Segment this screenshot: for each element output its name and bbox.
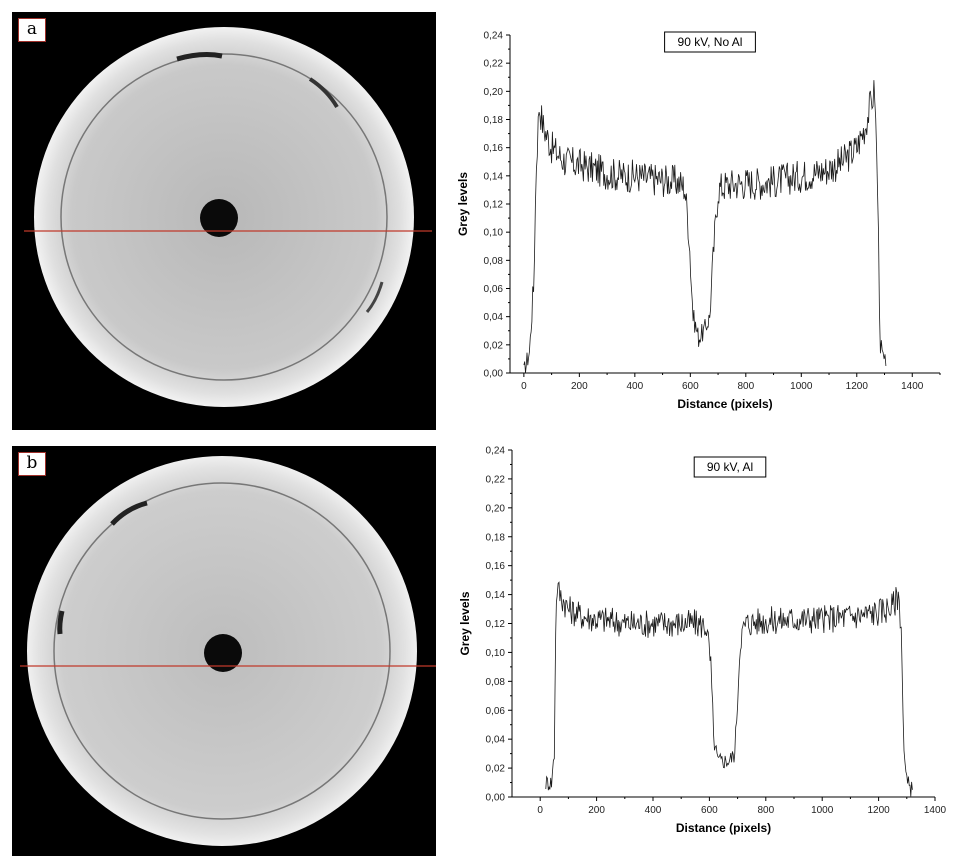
grey-level-trace — [545, 581, 913, 797]
x-tick-label: 1200 — [846, 381, 869, 392]
grey-level-profile-chart-b: 0,00 0,02 0,04 0,06 0,08 0,10 0,12 0,14 0,16 0,18… — [458, 446, 947, 836]
y-tick-label: 0,22 — [484, 59, 504, 70]
y-tick-label: 0,04 — [484, 312, 504, 323]
chart-title-box — [693, 456, 767, 478]
panel-label-b: b — [18, 452, 46, 476]
ct-slice-a — [24, 27, 432, 407]
y-axis-label: Grey levels — [458, 591, 472, 655]
inner-ring — [53, 482, 391, 820]
grey-level-profile-chart-a: 0,00 0,02 0,04 0,06 0,08 0,10 0,12 0,14 0,16 0,18… — [456, 31, 941, 411]
x-tick-label: 1000 — [811, 805, 834, 816]
x-tick-label: 200 — [571, 381, 588, 392]
x-tick-label: 1400 — [924, 805, 947, 816]
x-tick-label: 1400 — [901, 381, 924, 392]
y-tick-label: 0,14 — [484, 171, 504, 182]
y-axis-label: Grey levels — [456, 172, 470, 236]
x-tick-label: 1200 — [867, 805, 890, 816]
y-tick-label: 0,24 — [484, 31, 504, 42]
y-tick-label: 0,02 — [484, 340, 504, 351]
void-artifact — [110, 500, 148, 526]
y-tick-label: 0,06 — [484, 284, 504, 295]
inner-ring — [60, 53, 388, 381]
grey-level-trace — [523, 80, 887, 374]
y-tick-label: 0,20 — [484, 87, 504, 98]
x-tick-label: 800 — [757, 805, 774, 816]
ct-slice-b — [20, 456, 436, 846]
y-tick-label: 0,10 — [484, 228, 504, 239]
y-tick-label: 0,10 — [486, 648, 506, 659]
y-tick-label: 0,02 — [486, 764, 506, 775]
y-tick-label: 0,12 — [484, 200, 504, 211]
x-axis-label: Distance (pixels) — [677, 397, 772, 411]
x-tick-label: 600 — [701, 805, 718, 816]
x-tick-label: 1000 — [790, 381, 813, 392]
ct-image-b: b — [12, 446, 436, 856]
y-tick-label: 0,04 — [486, 735, 506, 746]
y-tick-label: 0,14 — [486, 590, 506, 601]
void-artifact — [57, 610, 65, 635]
x-tick-label: 600 — [682, 381, 699, 392]
chart-title-box — [664, 31, 756, 53]
y-tick-label: 0,00 — [486, 793, 506, 804]
y-tick-label: 0,08 — [484, 256, 504, 267]
chart-title: 90 kV, Al — [707, 460, 753, 474]
central-hole — [200, 199, 238, 237]
x-tick-label: 400 — [626, 381, 643, 392]
x-axis-label: Distance (pixels) — [676, 821, 771, 835]
void-artifact — [308, 77, 339, 109]
x-tick-label: 400 — [645, 805, 662, 816]
void-artifact — [176, 52, 223, 62]
ct-image-a: a — [12, 12, 436, 430]
y-tick-label: 0,06 — [486, 706, 506, 717]
x-tick-label: 0 — [521, 381, 527, 392]
chart-title: 90 kV, No Al — [678, 35, 743, 49]
x-tick-label: 0 — [537, 805, 543, 816]
y-tick-label: 0,24 — [486, 446, 506, 457]
y-tick-label: 0,08 — [486, 677, 506, 688]
x-tick-label: 200 — [588, 805, 605, 816]
central-hole — [204, 634, 242, 672]
y-tick-label: 0,18 — [484, 115, 504, 126]
y-tick-label: 0,16 — [484, 143, 504, 154]
y-tick-label: 0,16 — [486, 561, 506, 572]
y-tick-label: 0,18 — [486, 532, 506, 543]
y-tick-label: 0,00 — [484, 369, 504, 380]
y-tick-label: 0,12 — [486, 619, 506, 630]
panel-label-a: a — [18, 18, 46, 42]
y-tick-label: 0,20 — [486, 503, 506, 514]
void-artifact — [365, 281, 384, 313]
y-tick-label: 0,22 — [486, 474, 506, 485]
x-tick-label: 800 — [737, 381, 754, 392]
